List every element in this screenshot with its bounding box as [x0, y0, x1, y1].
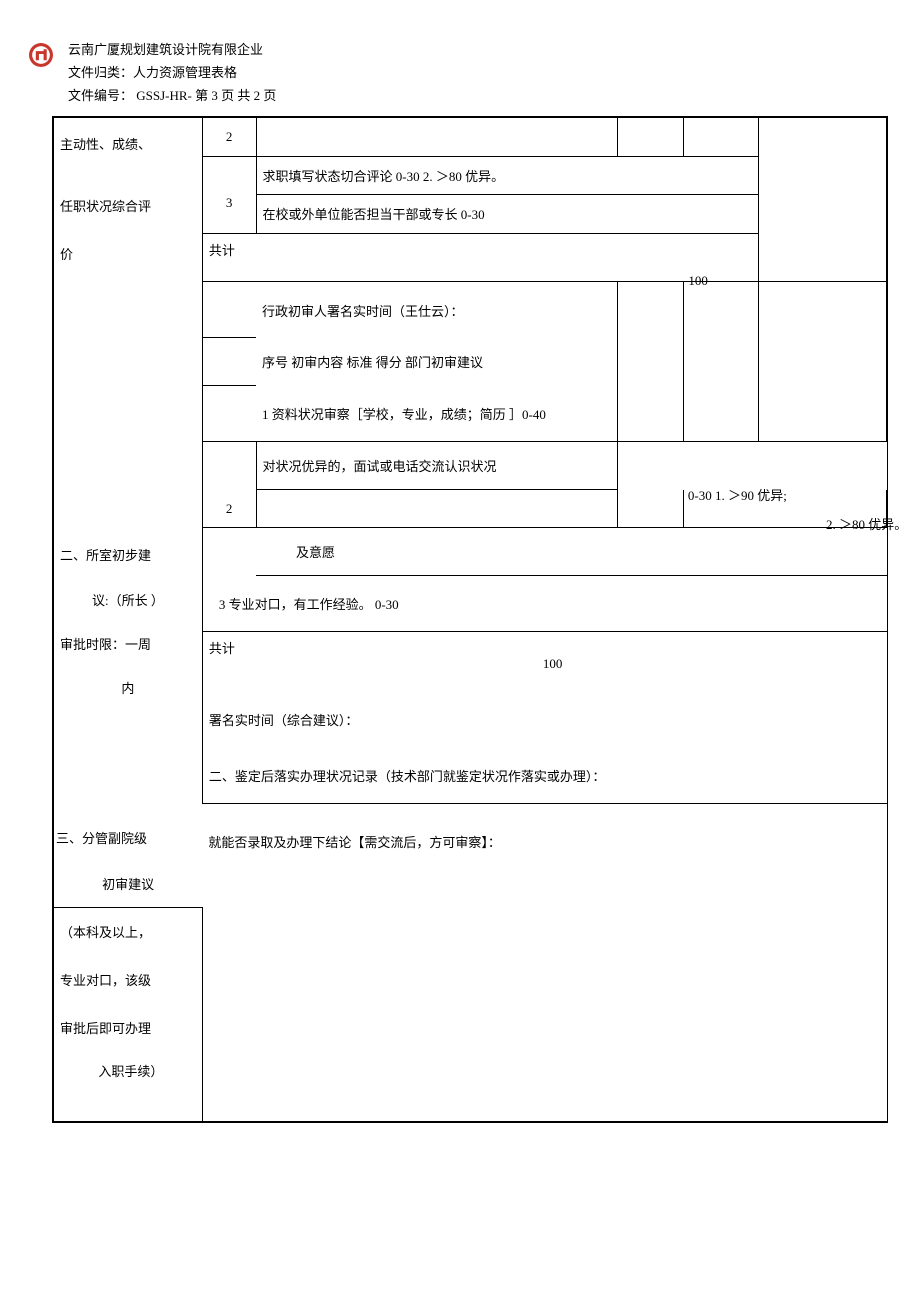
sec1-row-num-2: 2 [202, 118, 256, 156]
sec2-row-num-2: 2 [202, 490, 256, 528]
file-category: 文件归类：人力资源管理表格 [68, 63, 920, 84]
sec1-left-label: 主动性、成绩、 任职状况综合评 价 [54, 118, 203, 282]
sec2-left-label: 二、所室初步建 议:（所长 ） 审批时限：一周 内 [54, 282, 203, 804]
sec2-r6: 及意愿 2. ＞80 优异。 [256, 528, 886, 576]
sec3-left-f: 入职手续） [54, 1051, 203, 1121]
sec2-r2: 序号 初审内容 标准 得分 部门初审建议 [256, 338, 618, 386]
sec2-r10: 二、鉴定后落实办理状况记录（技术部门就鉴定状况作落实或办理）： [202, 748, 886, 804]
company-logo-icon [28, 42, 54, 68]
sec2-r7: 3 专业对口，有工作经验。 0-30 [202, 576, 886, 632]
sec1-row-num-3: 3 [202, 195, 256, 233]
sec2-r6-out: 2. ＞80 优异。 [826, 514, 907, 533]
sec3-left-e: 审批后即可办理 [54, 1003, 203, 1051]
sec2-r1: 行政初审人署名实时间（王仕云）： [256, 282, 618, 338]
sec1-sum-label: 共计 [202, 233, 256, 282]
sec3-left-b: 初审建议 [54, 859, 203, 907]
sec2-sum: 共计 100 [202, 632, 886, 692]
sec2-r4: 对状况优异的，面试或电话交流认识状况 [256, 442, 618, 490]
sec1-row2-text: 求职填写状态切合评论 0-30 2. ＞80 优异。 [256, 156, 684, 194]
sec2-r3: 1 资料状况审察［学校，专业，成绩；简历 ］0-40 [256, 386, 618, 442]
sec2-r9: 署名实时间（综合建议）： [202, 692, 886, 748]
sec3-left-a: 三、分管副院级 [54, 804, 203, 860]
file-number: 文件编号： GSSJ-HR- 第 3 页 共 2 页 [68, 86, 920, 107]
sec3-left-c: （本科及以上， [54, 907, 203, 955]
sec3-right: 就能否录取及办理下结论【需交流后，方可审察】： [202, 804, 886, 860]
sec3-left-d: 专业对口，该级 [54, 955, 203, 1003]
form-table: 主动性、成绩、 任职状况综合评 价 2 求职填写状态切合评论 0-30 2. ＞… [52, 116, 888, 1122]
company-name: 云南广厦规划建筑设计院有限企业 [68, 40, 920, 61]
sec1-row3-text: 在校或外单位能否担当干部或专长 0-30 [256, 195, 758, 233]
document-header: 云南广厦规划建筑设计院有限企业 文件归类：人力资源管理表格 文件编号： GSSJ… [0, 0, 920, 116]
